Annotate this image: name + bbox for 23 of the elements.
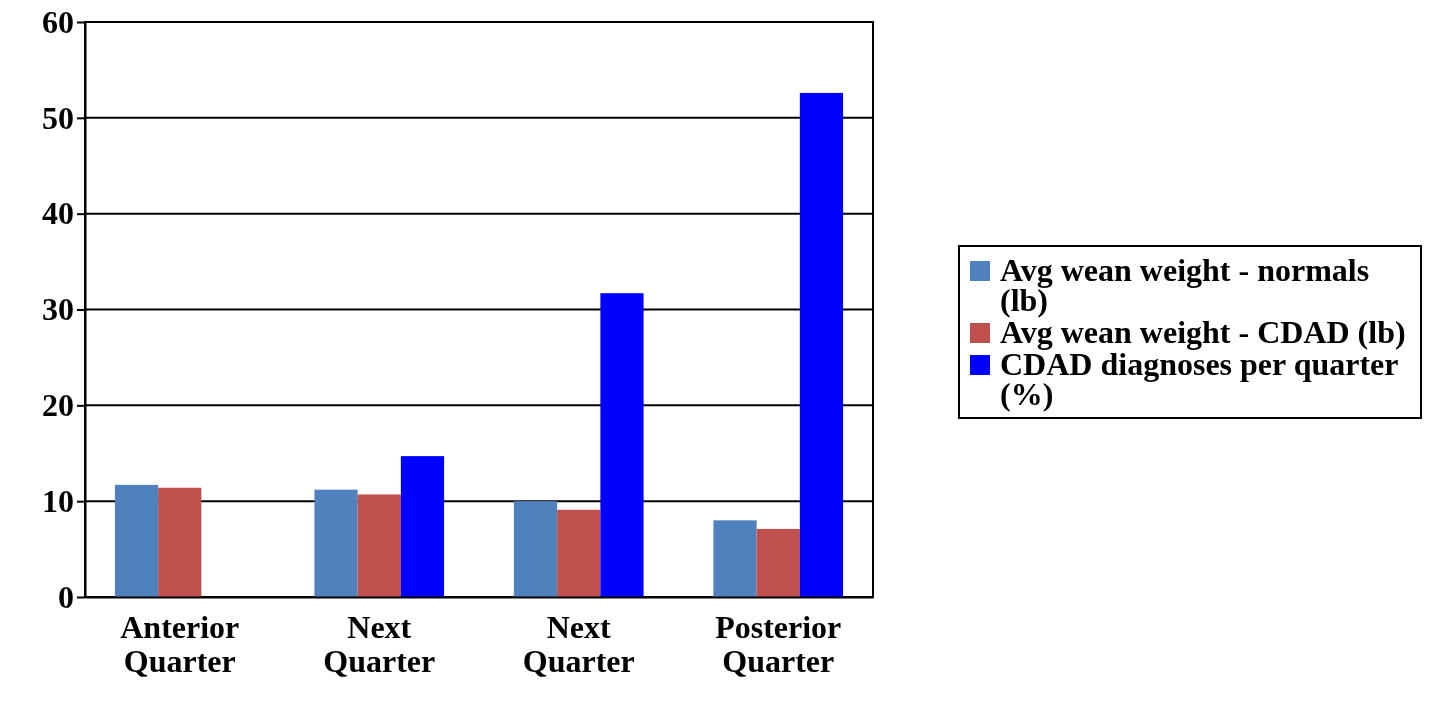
x-tick-label: Next Quarter: [323, 609, 436, 679]
bar: [513, 501, 558, 597]
y-tick-label: 50: [42, 99, 74, 136]
bar: [557, 509, 601, 597]
bar: [799, 92, 844, 597]
bar: [756, 528, 800, 597]
y-tick-label: 0: [58, 578, 74, 615]
x-tick-label: Anterior Quarter: [120, 609, 240, 679]
bar: [114, 484, 159, 597]
bar: [158, 487, 202, 597]
y-tick-label: 40: [42, 195, 74, 232]
y-tick-label: 20: [42, 387, 74, 424]
bar: [600, 293, 644, 597]
x-tick-label: Next Quarter: [522, 609, 635, 679]
y-tick-label: 60: [42, 3, 74, 40]
bar: [400, 456, 445, 597]
bar: [357, 494, 401, 597]
bar: [314, 489, 358, 597]
legend-label: Avg wean weight - normals (lb): [1000, 252, 1371, 318]
x-tick-label: Posterior Quarter: [715, 609, 842, 679]
y-tick-label: 30: [42, 291, 74, 328]
bar: [713, 520, 757, 597]
y-tick-label: 10: [42, 482, 74, 519]
